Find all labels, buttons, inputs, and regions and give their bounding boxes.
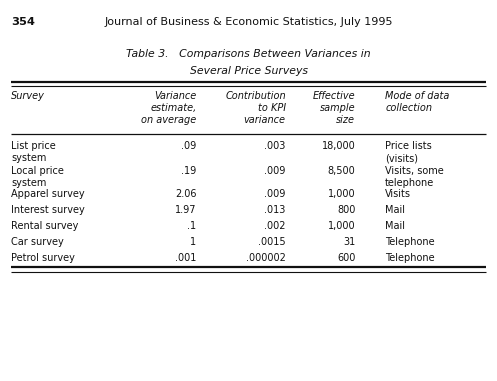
Text: 1,000: 1,000 [328, 189, 355, 199]
Text: Visits, some
telephone: Visits, some telephone [385, 166, 444, 188]
Text: List price
system: List price system [11, 141, 56, 163]
Text: Variance
estimate,
on average: Variance estimate, on average [141, 91, 196, 125]
Text: Journal of Business & Economic Statistics, July 1995: Journal of Business & Economic Statistic… [104, 17, 393, 27]
Text: 1: 1 [190, 237, 196, 247]
Text: 354: 354 [11, 17, 35, 27]
Text: .09: .09 [181, 141, 196, 151]
Text: Rental survey: Rental survey [11, 221, 79, 231]
Text: Telephone: Telephone [385, 237, 435, 247]
Text: Local price
system: Local price system [11, 166, 64, 188]
Text: 600: 600 [337, 253, 355, 263]
Text: .19: .19 [181, 166, 196, 176]
Text: 800: 800 [337, 205, 355, 215]
Text: Interest survey: Interest survey [11, 205, 84, 215]
Text: Petrol survey: Petrol survey [11, 253, 75, 263]
Text: Survey: Survey [11, 91, 45, 101]
Text: Apparel survey: Apparel survey [11, 189, 84, 199]
Text: .000002: .000002 [246, 253, 286, 263]
Text: 1,000: 1,000 [328, 221, 355, 231]
Text: Table 3.   Comparisons Between Variances in: Table 3. Comparisons Between Variances i… [126, 49, 371, 59]
Text: 2.06: 2.06 [175, 189, 196, 199]
Text: .002: .002 [264, 221, 286, 231]
Text: .001: .001 [175, 253, 196, 263]
Text: Price lists
(visits): Price lists (visits) [385, 141, 432, 163]
Text: Several Price Surveys: Several Price Surveys [189, 66, 308, 76]
Text: Mail: Mail [385, 205, 405, 215]
Text: Telephone: Telephone [385, 253, 435, 263]
Text: Mode of data
collection: Mode of data collection [385, 91, 450, 114]
Text: 8,500: 8,500 [328, 166, 355, 176]
Text: Effective
sample
size: Effective sample size [313, 91, 355, 125]
Text: .003: .003 [264, 141, 286, 151]
Text: .1: .1 [187, 221, 196, 231]
Text: 18,000: 18,000 [322, 141, 355, 151]
Text: .009: .009 [264, 166, 286, 176]
Text: Car survey: Car survey [11, 237, 64, 247]
Text: .013: .013 [264, 205, 286, 215]
Text: Contribution
to KPI
variance: Contribution to KPI variance [225, 91, 286, 125]
Text: Visits: Visits [385, 189, 411, 199]
Text: 1.97: 1.97 [175, 205, 196, 215]
Text: 31: 31 [343, 237, 355, 247]
Text: Mail: Mail [385, 221, 405, 231]
Text: .0015: .0015 [258, 237, 286, 247]
Text: .009: .009 [264, 189, 286, 199]
